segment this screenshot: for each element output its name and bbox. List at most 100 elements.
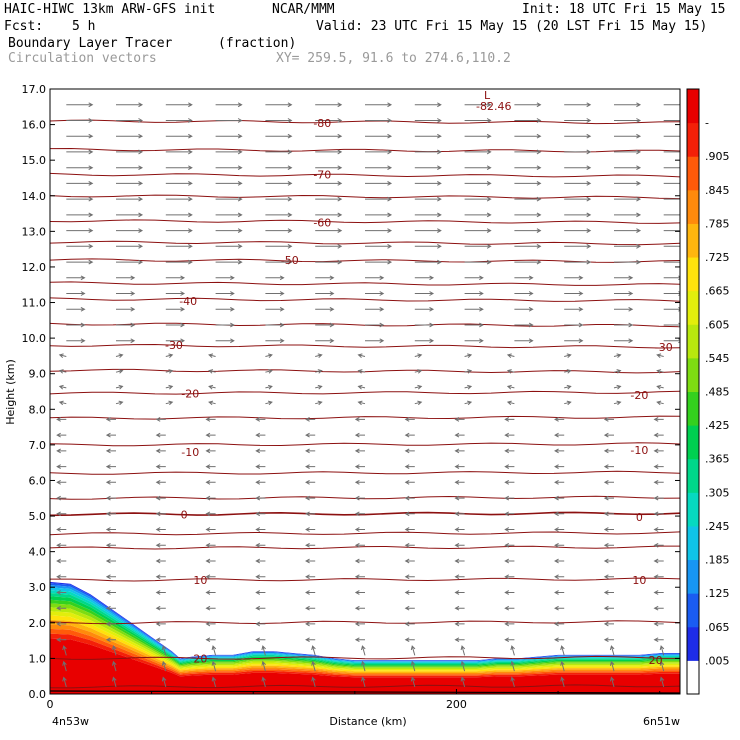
vector-arrow (361, 645, 366, 656)
vector-arrow (265, 243, 293, 249)
vector-arrow (464, 196, 492, 202)
vector-arrow (514, 306, 534, 312)
vector-arrow (265, 291, 285, 296)
vector-arrow (215, 133, 243, 139)
vector-arrow (614, 149, 642, 155)
vector-arrow (354, 448, 365, 454)
vector-arrow (614, 338, 634, 344)
vector-arrow (116, 259, 144, 265)
vector-arrow (66, 133, 94, 139)
vector-arrow (155, 621, 166, 627)
vector-arrow (514, 181, 542, 186)
vector-arrow (454, 464, 465, 469)
vector-arrow (116, 212, 144, 218)
vector-arrow (464, 228, 492, 233)
colorbar-label: .425 (705, 419, 730, 432)
vector-arrow (464, 322, 484, 328)
vector-arrow (315, 259, 343, 265)
vector-arrow (603, 621, 614, 627)
y-tick-label: 4.0 (29, 546, 47, 559)
vector-arrow (105, 432, 116, 438)
contour-line (50, 172, 680, 178)
vector-arrow (554, 542, 565, 548)
vector-arrow (464, 181, 492, 186)
vector-arrow (564, 338, 584, 344)
vector-arrow (155, 637, 166, 643)
vector-arrow (56, 448, 67, 454)
colorbar-label: .125 (705, 587, 730, 600)
vector-arrow (105, 511, 116, 517)
contour-line (50, 390, 680, 395)
vector-arrow (305, 417, 316, 422)
vector-arrow (165, 118, 193, 123)
vector-arrow (255, 574, 266, 580)
vector-arrow (564, 102, 592, 108)
tracer-fill (50, 581, 680, 694)
vector-arrow (215, 102, 243, 108)
vector-arrow (554, 511, 565, 517)
colorbar-label: .365 (705, 453, 730, 466)
vector-arrow (464, 102, 492, 108)
vector-arrow (315, 384, 323, 390)
vector-arrow (66, 275, 86, 281)
vector-arrow (404, 605, 415, 611)
vector-arrow (504, 464, 515, 469)
vector-arrow (315, 102, 343, 108)
colorbar-label: .905 (705, 150, 730, 163)
vector-arrow (205, 621, 216, 627)
vector-arrow (365, 118, 393, 123)
vector-arrow (66, 102, 94, 108)
vector-arrow (663, 151, 680, 153)
vector-arrow (365, 149, 393, 155)
vector-arrow (663, 245, 680, 247)
vector-arrow (165, 275, 186, 281)
vector-arrow (510, 645, 515, 656)
vector-arrow (603, 527, 614, 532)
vector-arrow (663, 275, 680, 281)
vector-arrow (564, 118, 592, 123)
vector-arrow (514, 102, 542, 108)
vector-arrow (454, 527, 465, 532)
vector-arrow (414, 369, 423, 374)
vector-arrow (554, 479, 565, 485)
contour-label: -50 (281, 254, 299, 267)
vector-arrow (56, 527, 67, 532)
vector-arrow (464, 369, 473, 374)
vector-arrow (56, 495, 67, 501)
vector-arrow (265, 400, 273, 406)
vector-arrow (354, 590, 365, 595)
vector-arrow (504, 621, 515, 627)
vector-arrow (659, 645, 665, 656)
vector-arrow (609, 645, 615, 656)
contour-label: 0 (636, 511, 643, 524)
vector-arrow (404, 479, 415, 485)
vector-arrow (560, 645, 565, 656)
vector-arrow (653, 417, 664, 422)
vector-arrow (161, 645, 167, 656)
vector-arrow (464, 291, 484, 296)
vector-arrow (208, 353, 216, 358)
vector-arrow (165, 133, 193, 139)
contour-labels: -80 -70 -60 -50 -40 -30 -30 -20 -20 -10 -10 0 0 10 10 2… (165, 117, 673, 667)
vector-arrow (454, 605, 465, 611)
vector-arrow (653, 542, 664, 548)
vector-arrow (354, 479, 365, 485)
vector-arrow (56, 637, 67, 643)
vector-arrow (165, 369, 174, 374)
vector-arrow (464, 384, 473, 390)
colorbar-frame (686, 88, 700, 695)
vector-arrow (404, 527, 415, 532)
vector-arrow (614, 306, 634, 312)
vector-arrow (56, 590, 67, 595)
vector-arrow (116, 306, 136, 312)
contour-line (50, 297, 680, 302)
vector-arrow (653, 464, 664, 469)
x-tick-label: 0 (47, 698, 54, 711)
vector-arrow (58, 400, 67, 406)
colorbar-swatch (687, 593, 699, 628)
vector-arrow (365, 243, 393, 249)
vector-arrow (404, 464, 415, 469)
vector-arrow (354, 417, 365, 422)
vector-arrow (614, 102, 642, 108)
